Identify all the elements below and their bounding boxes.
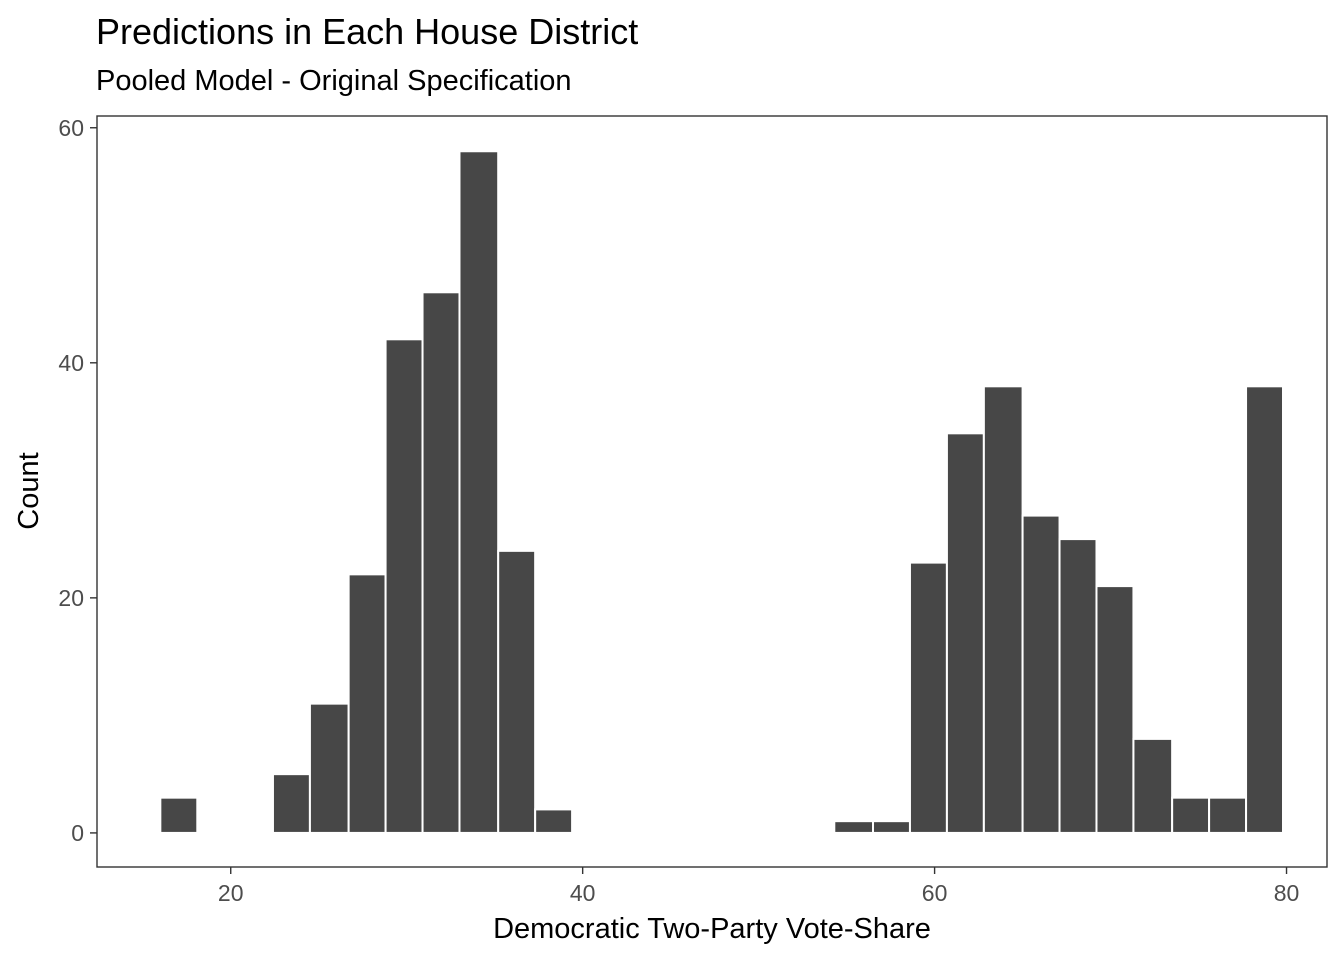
y-axis: 0 20 40 60 — [58, 115, 97, 846]
histogram-bar — [458, 150, 500, 834]
x-tick-label: 60 — [922, 880, 948, 906]
histogram-bar — [1021, 514, 1061, 834]
histogram-bar — [497, 549, 537, 834]
histogram-bar — [908, 561, 948, 834]
x-tick-label: 80 — [1274, 880, 1300, 906]
histogram-bar — [384, 338, 424, 834]
y-tick-label: 20 — [58, 585, 84, 611]
histogram-bar — [1095, 585, 1135, 834]
y-tick-label: 0 — [71, 820, 84, 846]
bars-layer — [159, 150, 1285, 834]
y-axis-title: Count — [13, 452, 45, 529]
plot-panel-border — [96, 115, 1328, 868]
histogram-bar — [833, 820, 875, 834]
histogram-bar — [1132, 737, 1174, 834]
histogram-bar — [271, 773, 311, 834]
histogram-bar — [534, 808, 574, 834]
histogram-bar — [872, 820, 911, 834]
histogram-bar — [982, 385, 1024, 834]
histogram-bar — [1171, 796, 1211, 834]
histogram-bar — [347, 573, 387, 834]
y-tick-label: 40 — [58, 350, 84, 376]
x-axis: 20 40 60 80 — [218, 867, 1299, 906]
chart-subtitle: Pooled Model - Original Specification — [96, 65, 572, 97]
histogram-bar — [945, 432, 985, 834]
histogram-bar — [421, 291, 461, 834]
histogram-bar — [1208, 796, 1248, 834]
chart-title: Predictions in Each House District — [96, 11, 638, 52]
y-tick-label: 60 — [58, 115, 84, 141]
histogram-bar — [159, 796, 199, 834]
histogram-bar — [1245, 385, 1285, 834]
x-axis-title: Democratic Two-Party Vote-Share — [493, 913, 931, 945]
histogram-bar — [308, 702, 350, 834]
x-tick-label: 40 — [570, 880, 596, 906]
histogram-bar — [1058, 538, 1098, 834]
x-tick-label: 20 — [218, 880, 244, 906]
